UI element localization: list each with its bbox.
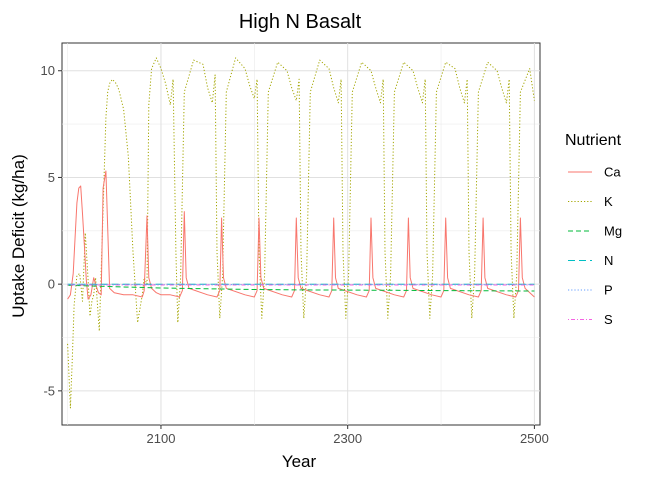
series-line-mg <box>67 284 535 292</box>
legend-label-k: K <box>604 194 613 209</box>
x-tick-label: 2100 <box>147 431 176 446</box>
y-tick-label: -5 <box>43 383 55 398</box>
legend-label-mg: Mg <box>604 224 622 239</box>
axis-ticks: 2100 2300 2500 -5 0 5 10 <box>41 63 549 446</box>
legend-label-p: P <box>604 283 613 298</box>
series-lines <box>67 57 535 409</box>
plot-panel <box>61 42 541 426</box>
legend-label-ca: Ca <box>604 165 621 180</box>
legend-label-s: S <box>604 312 613 327</box>
y-axis-title: Uptake Deficit (kg/ha) <box>9 154 28 317</box>
legend: Nutrient Ca K Mg NPS <box>565 132 622 327</box>
chart-title: High N Basalt <box>239 11 362 33</box>
legend-title: Nutrient <box>565 132 622 149</box>
series-line-ca <box>67 170 535 300</box>
y-tick-label: 10 <box>41 63 55 78</box>
legend-label-n: N <box>604 253 613 268</box>
x-tick-label: 2500 <box>520 431 549 446</box>
x-axis-title: Year <box>282 452 317 471</box>
y-tick-label: 0 <box>48 277 55 292</box>
y-tick-label: 5 <box>48 170 55 185</box>
x-tick-label: 2300 <box>333 431 362 446</box>
